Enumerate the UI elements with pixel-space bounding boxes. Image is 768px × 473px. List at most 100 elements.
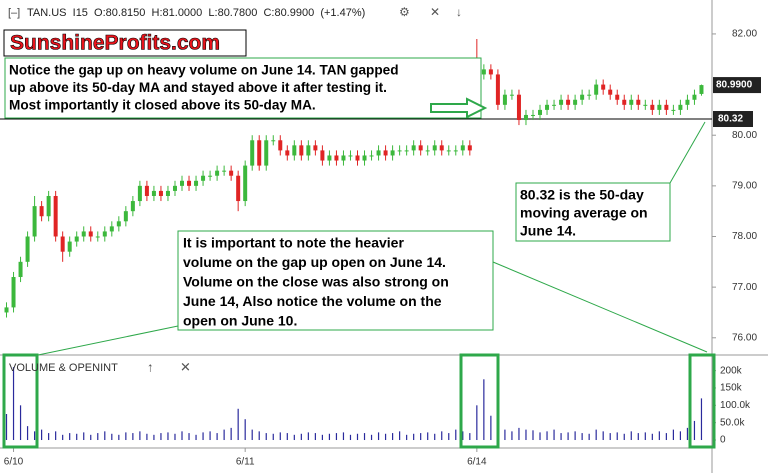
candle-body [594, 84, 599, 95]
candle-body [327, 155, 332, 161]
candle-body [18, 261, 23, 278]
header: TAN.US I15 O:80.8150 H:81.0000 L:80.7800… [27, 7, 365, 19]
volume-tick-label: 150k [720, 383, 743, 394]
candle-body [516, 94, 521, 121]
candle-body [39, 206, 44, 217]
candle-body [636, 99, 641, 105]
volume-tick-label: 100.0k [720, 400, 751, 411]
candle-body [559, 99, 564, 105]
volume-title: VOLUME & OPENINT [9, 362, 118, 374]
candle-body [369, 155, 374, 157]
annotation-text: It is important to note the heavier [183, 235, 404, 251]
annotation-text: open on June 10. [183, 313, 297, 329]
annotation-text: Most importantly it closed above its 50-… [9, 98, 316, 113]
volume-tick-label: 50.0k [720, 417, 745, 428]
candle-body [81, 231, 86, 237]
candle-body [425, 150, 430, 152]
candle-body [552, 104, 557, 106]
candle-body [180, 180, 185, 186]
marks: 80.32 80.9900 [0, 38, 761, 441]
candle-body [587, 94, 592, 96]
x-tick-label: 6/10 [4, 457, 24, 468]
candle-body [629, 99, 634, 105]
candle-body [334, 155, 339, 161]
candle-body [376, 150, 381, 156]
candle-body [271, 140, 276, 142]
candle-body [109, 226, 114, 232]
last-price-box [713, 77, 761, 94]
candle-body [67, 241, 72, 252]
candle-body [292, 145, 297, 156]
annotation-text: June 14. [520, 223, 576, 239]
candle-body [601, 84, 606, 90]
candle-body [573, 99, 578, 105]
candle-body [453, 150, 458, 152]
candle-body [341, 155, 346, 161]
collapse-icon[interactable]: [–] [8, 7, 20, 19]
candle-body [194, 180, 199, 186]
annotation-text: 80.32 is the 50-day [520, 187, 644, 203]
candle-body [362, 155, 367, 161]
highlight-box [459, 353, 500, 449]
candle-body [678, 104, 683, 110]
candle-body [158, 190, 163, 196]
connector-line [37, 325, 179, 356]
logo: SunshineProfits.com [10, 32, 220, 55]
y-tick-label: 79.00 [732, 180, 757, 191]
candle-body [664, 104, 669, 110]
candle-body [538, 109, 543, 115]
ma-label-box [713, 111, 753, 128]
candle-body [671, 109, 676, 111]
ma-label: 80.32 [718, 114, 743, 125]
candle-body [151, 190, 156, 196]
connector-line [669, 121, 706, 184]
y-tick-label: 80.00 [732, 130, 757, 141]
candle-body [523, 114, 528, 121]
candle-body [95, 236, 100, 238]
candle-body [285, 150, 290, 156]
candle-body [46, 195, 51, 217]
candle-body [165, 190, 170, 196]
annotation-text: June 14, Also notice the volume on the [183, 293, 442, 309]
candle-body [390, 150, 395, 156]
candle-body [11, 277, 16, 308]
candle-body [137, 185, 142, 202]
candle-body [123, 211, 128, 222]
toolbar-icons[interactable]: ⚙ ✕ ↓ [399, 5, 462, 19]
candle-body [74, 236, 79, 242]
volume-icons[interactable]: ↑ ✕ [147, 359, 191, 374]
annotations: Notice the gap up on heavy volume on Jun… [2, 57, 716, 449]
candle-body [502, 94, 507, 105]
candle-body [685, 99, 690, 105]
candle-body [545, 104, 550, 110]
candle-body [320, 150, 325, 161]
svg-text:⚙: ⚙ [399, 5, 410, 19]
candle-body [278, 140, 283, 151]
grid: 76.00 77.00 78.00 79.00 80.00 82.00 0 50.0k 100.… [4, 29, 758, 468]
svg-text:✕: ✕ [430, 5, 440, 19]
candle-body [257, 140, 262, 166]
candle-body [53, 195, 58, 237]
candle-body [622, 99, 627, 105]
y-tick-label: 76.00 [732, 332, 757, 343]
candle-body [418, 145, 423, 151]
y-tick-label: 78.00 [732, 231, 757, 242]
candle-body [222, 170, 227, 172]
candle-body [692, 94, 697, 100]
candle-body [615, 94, 620, 100]
annotation-text: Notice the gap up on heavy volume on Jun… [9, 63, 399, 78]
svg-text:↓: ↓ [456, 5, 462, 19]
annotation-text: Volume on the close was also strong on [183, 274, 449, 290]
candle-body [172, 185, 177, 191]
candle-body [580, 94, 585, 100]
candle-body [439, 145, 444, 151]
candle-body [201, 175, 206, 181]
candle-body [355, 155, 360, 161]
candle-body [481, 69, 486, 75]
y-tick-label: 82.00 [732, 29, 757, 40]
candle-body [60, 236, 65, 252]
annotation-box [515, 182, 671, 242]
candle-body [116, 221, 121, 227]
candle-body [144, 185, 149, 196]
